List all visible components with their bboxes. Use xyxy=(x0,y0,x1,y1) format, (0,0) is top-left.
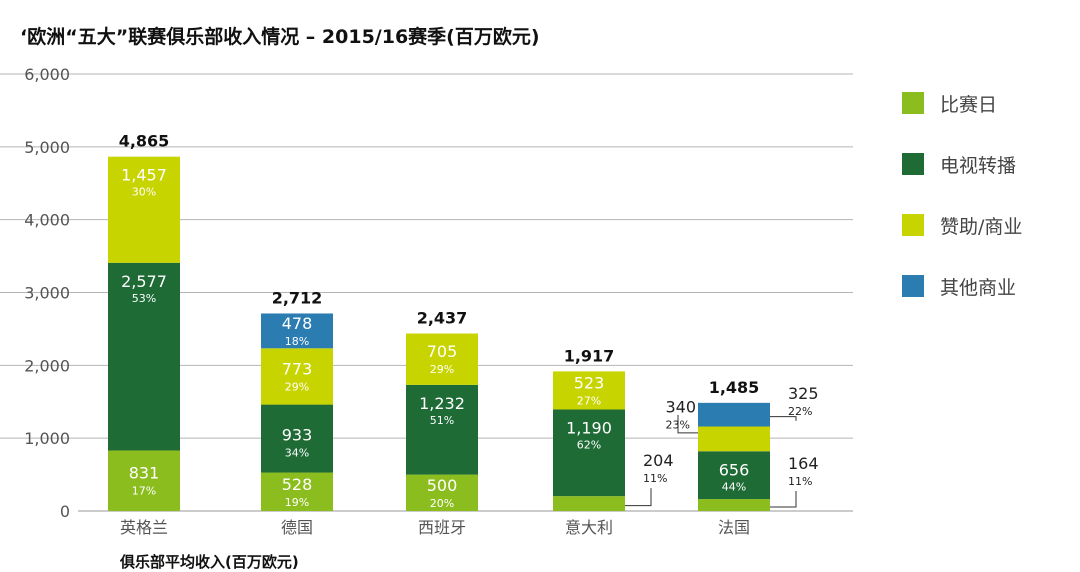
x-category-label-0: 英格兰 xyxy=(120,518,168,537)
bar-pct-label-other-1: 18% xyxy=(285,335,309,348)
bar-total-label-3: 1,917 xyxy=(564,346,615,365)
bar-pct-label-matchday-0: 17% xyxy=(132,485,156,498)
bar-pct-label-broadcasting-3: 62% xyxy=(577,438,601,451)
bar-segment-broadcasting-1 xyxy=(261,404,333,473)
callout-line-other-4 xyxy=(770,416,797,421)
y-tick-label: 6,000 xyxy=(24,65,70,84)
bar-segment-broadcasting-2 xyxy=(406,384,478,475)
bar-value-label-matchday-4: 164 xyxy=(788,454,819,473)
legend-item-other: 其他商业 xyxy=(902,273,1072,299)
bar-segment-matchday-1 xyxy=(261,472,333,511)
bar-pct-label-matchday-3: 11% xyxy=(643,472,667,485)
bar-value-label-broadcasting-4: 656 xyxy=(719,460,750,479)
bar-segment-matchday-0 xyxy=(108,450,180,511)
bar-segment-commercial-4 xyxy=(698,426,770,452)
bar-segment-broadcasting-3 xyxy=(553,409,625,497)
bar-total-label-4: 1,485 xyxy=(709,378,760,397)
bar-segment-matchday-3 xyxy=(553,496,625,511)
x-category-label-1: 德国 xyxy=(281,518,313,537)
legend-label-matchday: 比赛日 xyxy=(940,94,998,116)
bar-value-label-broadcasting-3: 1,190 xyxy=(566,418,612,437)
x-category-label-4: 法国 xyxy=(718,518,750,537)
legend-item-matchday: 比赛日 xyxy=(902,90,1072,116)
bar-value-label-commercial-2: 705 xyxy=(427,342,458,361)
x-category-label-3: 意大利 xyxy=(565,518,613,537)
bar-value-label-matchday-2: 500 xyxy=(427,476,458,495)
bar-total-label-2: 2,437 xyxy=(417,309,468,328)
bar-segment-commercial-0 xyxy=(108,156,180,263)
bar-pct-label-commercial-0: 30% xyxy=(132,186,156,199)
bar-segment-other-1 xyxy=(261,313,333,349)
bar-pct-label-matchday-2: 20% xyxy=(430,497,454,510)
bar-pct-label-commercial-2: 29% xyxy=(430,363,454,376)
bar-value-label-commercial-1: 773 xyxy=(282,359,313,378)
bar-value-label-broadcasting-2: 1,232 xyxy=(419,394,465,413)
footer-note: 俱乐部平均收入(百万欧元) xyxy=(120,553,299,571)
bar-value-label-commercial-3: 523 xyxy=(574,373,605,392)
bar-segment-matchday-4 xyxy=(698,499,770,511)
bar-total-label-0: 4,865 xyxy=(119,132,170,151)
legend-item-broadcasting: 电视转播 xyxy=(902,151,1072,177)
chart-title: ‘欧洲“五大”联赛俱乐部收入情况 – 2015/16赛季(百万欧元) xyxy=(20,26,540,48)
bar-pct-label-matchday-4: 11% xyxy=(788,475,812,488)
legend-swatch-matchday xyxy=(902,92,924,114)
legend-swatch-other xyxy=(902,275,924,297)
x-category-label-2: 西班牙 xyxy=(418,518,466,537)
bar-value-label-other-1: 478 xyxy=(282,314,313,333)
bar-segment-commercial-2 xyxy=(406,333,478,385)
legend-swatch-commercial xyxy=(902,214,924,236)
legend-item-commercial: 赞助/商业 xyxy=(902,212,1072,238)
bar-pct-label-broadcasting-1: 34% xyxy=(285,447,309,460)
legend-label-broadcasting: 电视转播 xyxy=(940,155,1017,177)
y-tick-label: 0 xyxy=(60,502,70,521)
legend-swatch-broadcasting xyxy=(902,153,924,175)
bar-pct-label-other-4: 22% xyxy=(788,405,812,418)
y-tick-label: 1,000 xyxy=(24,429,70,448)
bar-pct-label-broadcasting-0: 53% xyxy=(132,292,156,305)
bar-pct-label-matchday-1: 19% xyxy=(285,496,309,509)
bar-segment-commercial-1 xyxy=(261,348,333,405)
bar-segment-matchday-2 xyxy=(406,474,478,511)
bar-value-label-commercial-0: 1,457 xyxy=(121,166,167,185)
bar-value-label-other-4: 325 xyxy=(788,384,819,403)
bar-value-label-matchday-1: 528 xyxy=(282,475,313,494)
bar-segment-other-4 xyxy=(698,402,770,427)
bar-pct-label-commercial-1: 29% xyxy=(285,380,309,393)
bar-value-label-broadcasting-1: 933 xyxy=(282,426,313,445)
callout-line-matchday-4 xyxy=(770,491,797,508)
bar-segment-broadcasting-4 xyxy=(698,451,770,500)
callout-line-matchday-3 xyxy=(625,488,652,507)
y-tick-label: 2,000 xyxy=(24,356,70,375)
bar-value-label-matchday-0: 831 xyxy=(129,464,160,483)
legend-label-commercial: 赞助/商业 xyxy=(940,216,1023,238)
y-tick-label: 5,000 xyxy=(24,138,70,157)
bar-value-label-broadcasting-0: 2,577 xyxy=(121,272,167,291)
y-tick-label: 4,000 xyxy=(24,211,70,230)
bar-pct-label-broadcasting-2: 51% xyxy=(430,414,454,427)
y-tick-label: 3,000 xyxy=(24,284,70,303)
bar-value-label-matchday-3: 204 xyxy=(643,451,674,470)
bar-pct-label-commercial-3: 27% xyxy=(577,394,601,407)
bar-segment-commercial-3 xyxy=(553,371,625,410)
bar-total-label-1: 2,712 xyxy=(272,288,323,307)
bar-pct-label-broadcasting-4: 44% xyxy=(722,480,746,493)
bar-value-label-commercial-4: 340 xyxy=(665,398,696,417)
legend-label-other: 其他商业 xyxy=(940,277,1017,299)
bar-pct-label-commercial-4: 23% xyxy=(666,419,690,432)
bar-segment-broadcasting-0 xyxy=(108,262,180,451)
callout-line-commercial-4 xyxy=(677,414,698,434)
